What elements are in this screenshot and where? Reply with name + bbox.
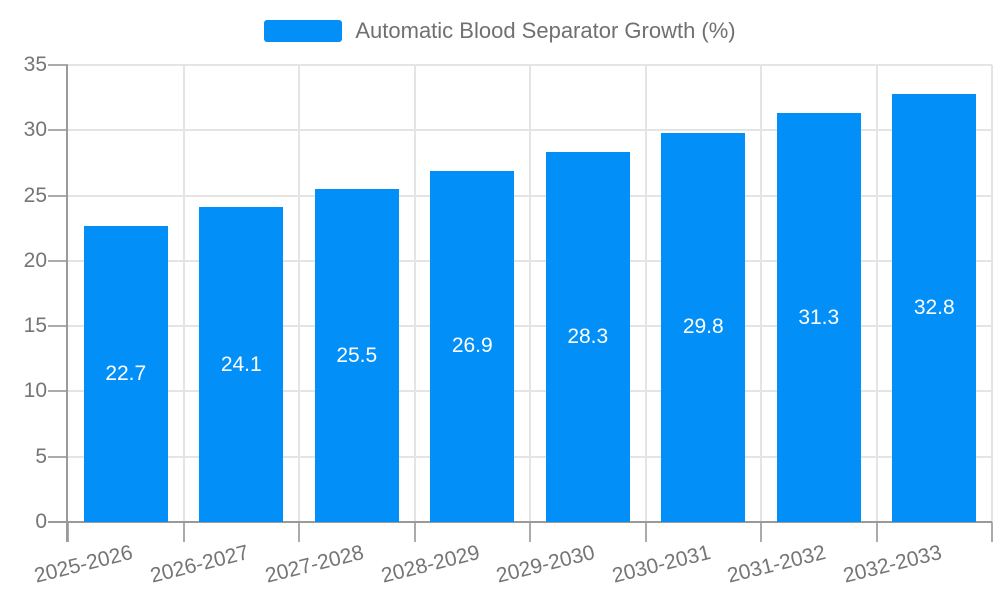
bar[interactable]: [199, 207, 284, 522]
bar[interactable]: [892, 93, 977, 522]
x-axis-line: [48, 521, 992, 523]
y-axis-tick-label: 10: [23, 379, 47, 403]
x-axis-tick-label: 2025-2026: [32, 541, 136, 588]
v-gridline: [298, 65, 300, 522]
x-axis-tick: [298, 522, 300, 542]
legend-swatch-icon: [264, 20, 343, 42]
y-axis-tick: [48, 390, 68, 393]
legend-label: Automatic Blood Separator Growth (%): [355, 18, 736, 43]
x-axis-tick: [413, 522, 416, 542]
v-gridline: [991, 65, 993, 522]
y-axis-tick-label: 30: [23, 118, 47, 142]
x-axis-tick: [182, 522, 185, 542]
bar-value-label: 29.8: [682, 315, 724, 339]
y-axis-tick-label: 5: [35, 444, 47, 468]
y-axis-tick: [48, 194, 68, 197]
y-axis-line: [66, 65, 68, 542]
y-axis-tick: [48, 64, 68, 66]
y-axis-tick: [48, 325, 68, 328]
y-axis-tick-label: 20: [23, 248, 47, 272]
x-axis-tick: [991, 522, 993, 542]
x-axis-tick: [529, 522, 531, 542]
x-axis-tick-label: 2031-2032: [725, 541, 829, 588]
x-axis-tick: [875, 522, 878, 542]
y-axis-tick: [48, 129, 68, 132]
v-gridline: [529, 65, 531, 522]
x-axis-tick-label: 2032-2033: [840, 541, 944, 588]
bar[interactable]: [661, 132, 746, 522]
bar-value-label: 24.1: [220, 352, 262, 376]
bar[interactable]: [430, 170, 515, 522]
x-axis-tick-label: 2028-2029: [378, 541, 482, 588]
y-axis-tick-label: 0: [35, 510, 47, 533]
v-gridline: [875, 65, 878, 522]
bar-value-label: 31.3: [798, 305, 840, 329]
v-gridline: [413, 65, 416, 522]
x-axis-tick-label: 2030-2031: [609, 541, 713, 588]
y-axis-tick: [48, 259, 68, 262]
x-axis-tick-label: 2029-2030: [494, 541, 598, 588]
x-axis-tick-label: 2026-2027: [147, 541, 251, 588]
v-gridline: [182, 65, 185, 522]
bar-value-label: 25.5: [336, 343, 378, 367]
y-axis-tick-label: 35: [23, 53, 47, 76]
v-gridline: [760, 65, 762, 522]
bar-value-label: 32.8: [913, 295, 955, 319]
y-axis-tick-label: 15: [23, 314, 47, 338]
v-gridline: [644, 65, 647, 522]
legend[interactable]: Automatic Blood Separator Growth (%): [0, 18, 1000, 44]
bar-value-label: 22.7: [105, 361, 147, 385]
bar-value-label: 26.9: [451, 334, 493, 358]
bar[interactable]: [83, 225, 168, 522]
x-axis-tick: [67, 522, 69, 542]
bar[interactable]: [314, 189, 399, 522]
bar[interactable]: [545, 152, 630, 522]
bar[interactable]: [776, 113, 861, 522]
y-axis-tick: [48, 455, 68, 458]
x-axis-tick-label: 2027-2028: [263, 541, 367, 588]
bar-value-label: 28.3: [567, 325, 609, 349]
x-axis-tick: [644, 522, 647, 542]
x-axis-tick: [760, 522, 762, 542]
y-axis-tick-label: 25: [23, 183, 47, 207]
